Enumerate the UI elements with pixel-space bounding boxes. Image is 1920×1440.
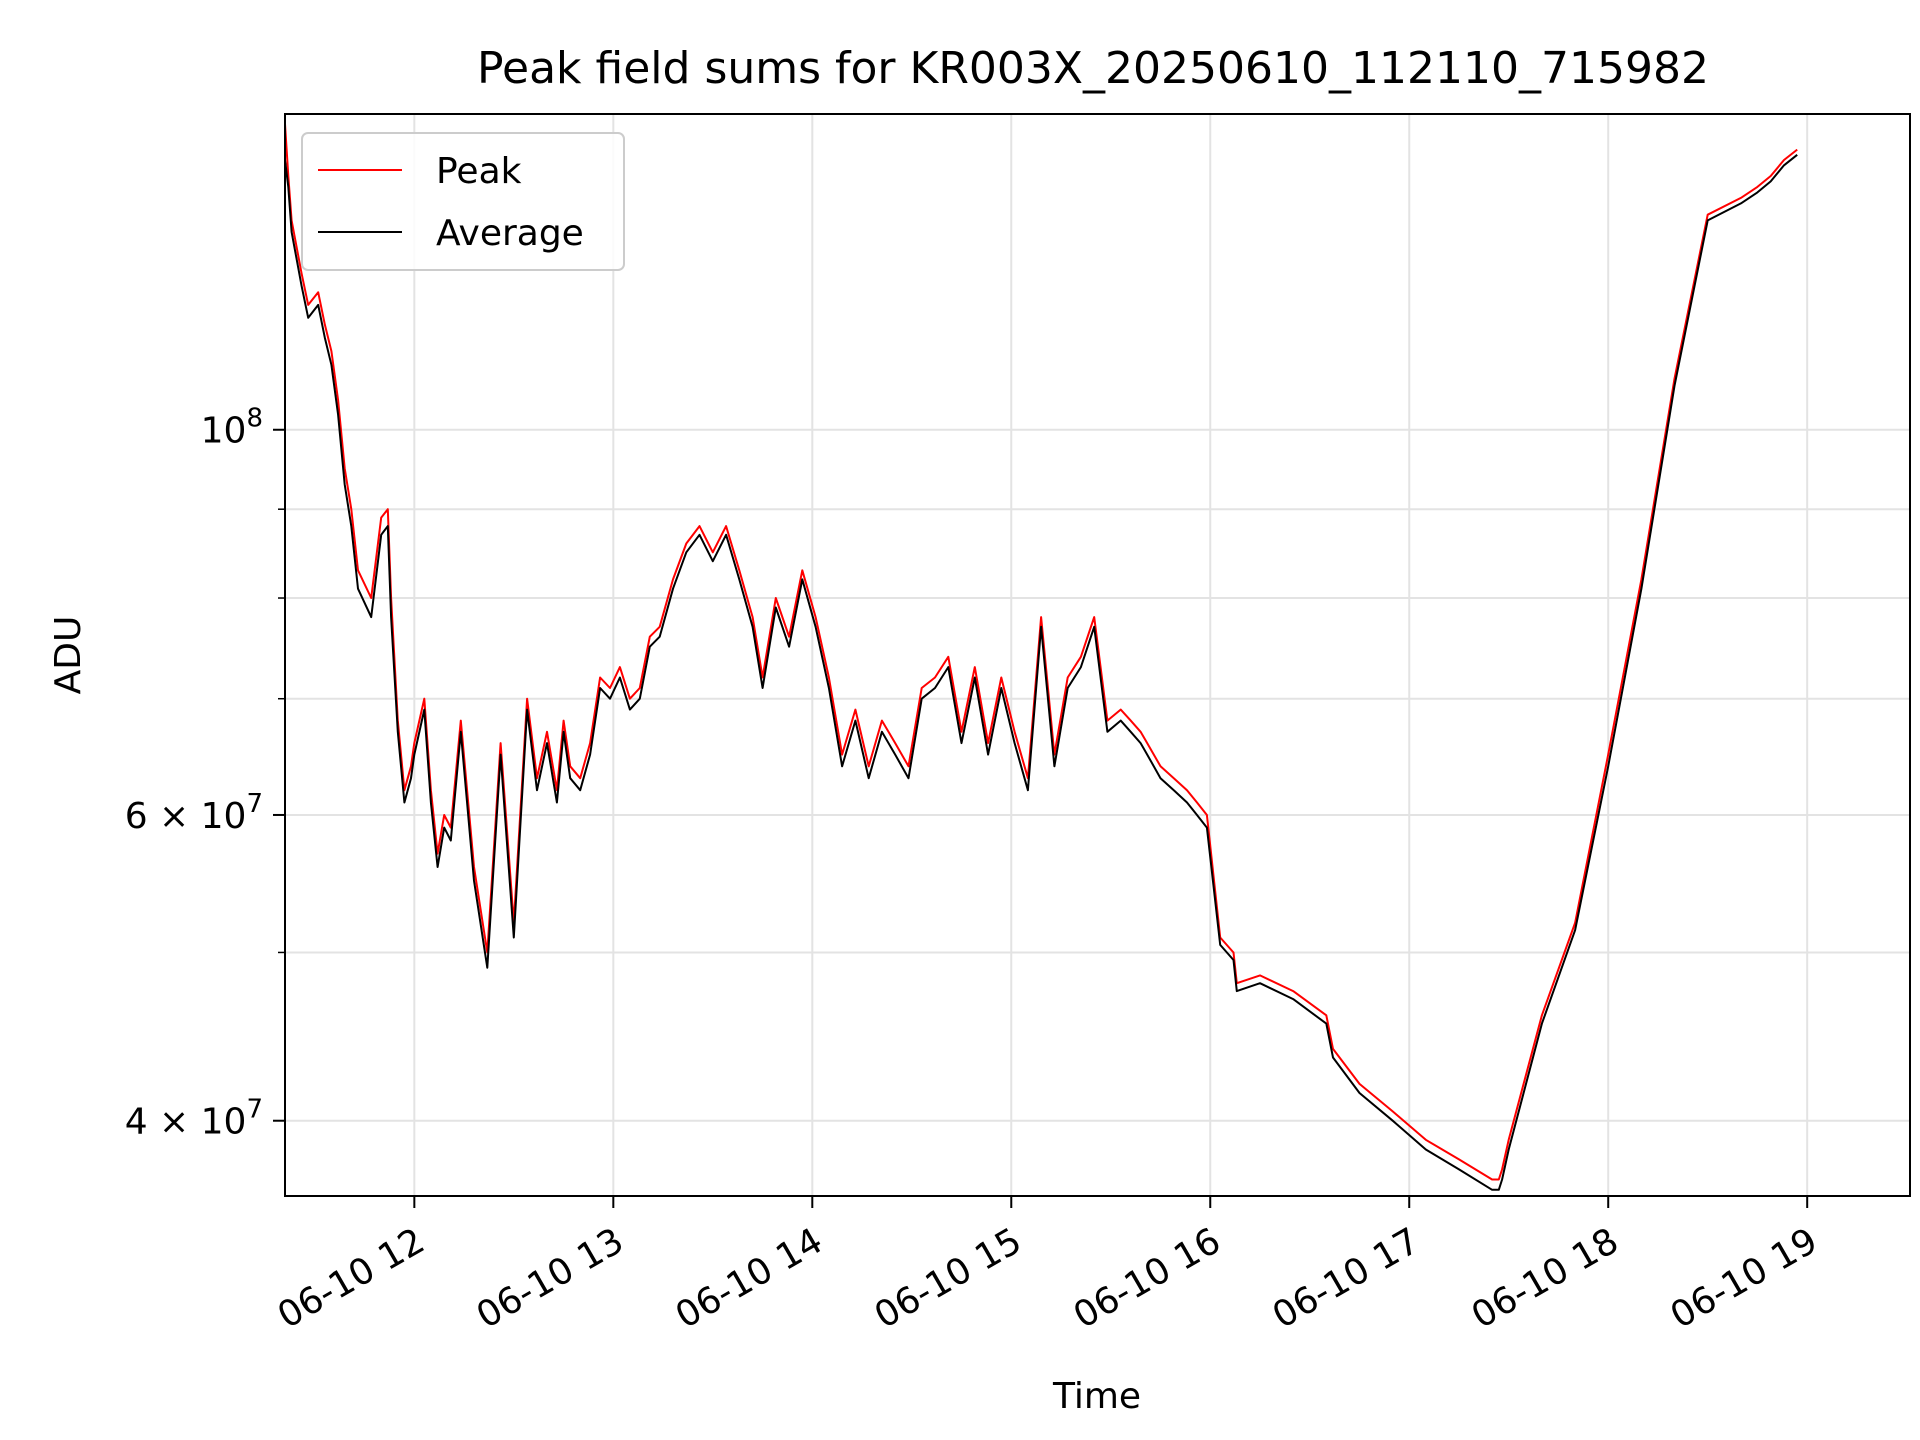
series-line-average xyxy=(285,154,1798,1191)
y-tick-label-base: 10 xyxy=(201,411,247,452)
y-tick-label-base: 4 × 10 xyxy=(125,1102,247,1143)
series-layer xyxy=(285,123,1798,1191)
y-tick-label-exponent: 8 xyxy=(246,404,263,434)
legend-label-average: Average xyxy=(436,213,584,254)
y-axis-label: ADU xyxy=(48,616,89,695)
y-tick-label-exponent: 7 xyxy=(246,789,263,819)
legend: Peak Average xyxy=(301,132,625,271)
y-tick-label: 6 × 107 xyxy=(125,789,263,837)
series-line-peak xyxy=(285,123,1798,1181)
y-tick-label-exponent: 7 xyxy=(246,1095,263,1125)
chart-title: Peak field sums for KR003X_20250610_1121… xyxy=(477,43,1709,94)
y-tick-label-base: 6 × 10 xyxy=(125,796,247,837)
y-tick-label: 108 xyxy=(201,404,263,452)
x-axis-label: Time xyxy=(1052,1376,1141,1417)
legend-box xyxy=(301,132,625,271)
legend-label-peak: Peak xyxy=(436,151,522,192)
y-tick-label: 4 × 107 xyxy=(125,1095,263,1143)
plot-frame xyxy=(284,113,1911,1197)
